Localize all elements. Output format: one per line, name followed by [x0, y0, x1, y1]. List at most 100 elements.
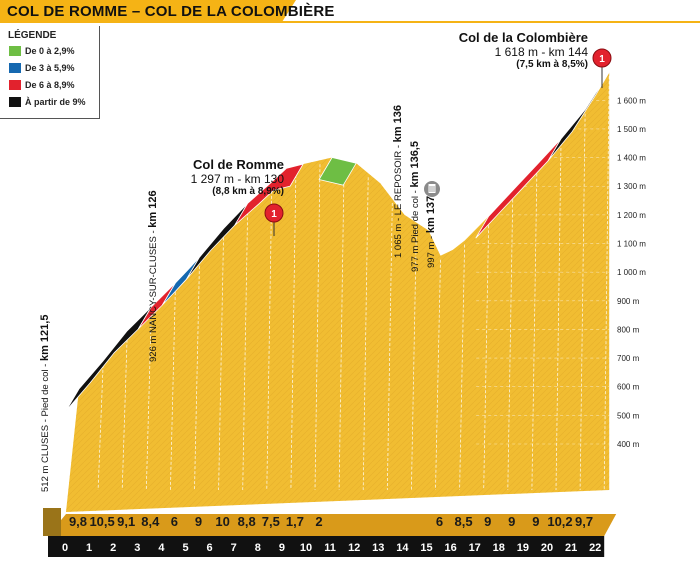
summit-marker-colombiere: 1 [592, 48, 612, 88]
summit-label-colombiere: Col de la Colombière 1 618 m - km 144 (7… [459, 30, 588, 70]
grid-line [170, 286, 176, 491]
x-tick-label: 6 [207, 542, 213, 554]
y-tick-label: 400 m [617, 440, 640, 449]
gradient-value: 1,7 [286, 514, 304, 529]
gradient-segment [318, 157, 357, 186]
y-tick-label: 1 400 m [617, 154, 646, 163]
x-tick-label: 3 [134, 542, 140, 554]
grid-line [266, 185, 273, 491]
grid-line [411, 226, 417, 491]
gradient-value: 6 [171, 514, 178, 529]
gradient-segment [234, 163, 304, 226]
gradient-labels: 9,8 10,5 9,1 8,4 6 9 10 8,8 7,5 1,7 2 6 8,5 9 9 9 10,2 9,… [69, 514, 593, 529]
grid-line [555, 142, 562, 491]
x-tick-label: 11 [324, 542, 336, 554]
summit-altitude: 1 297 m - km 130 [190, 172, 284, 186]
base-front [48, 536, 605, 557]
gradient-value: 9,8 [69, 514, 87, 529]
x-tick-label: 4 [158, 542, 165, 554]
x-tick-label: 18 [493, 542, 505, 554]
x-tick-label: 16 [444, 542, 456, 554]
legend-label: De 0 à 2,9% [25, 46, 75, 56]
gradient-value: 2 [315, 514, 322, 529]
grid-line [290, 169, 297, 491]
x-tick-label: 15 [420, 542, 432, 554]
svg-text:1: 1 [599, 54, 605, 65]
gradient-value: 7,5 [262, 514, 280, 529]
legend-swatch [9, 97, 21, 107]
y-tick-label: 1 100 m [617, 240, 646, 249]
water-point-icon [424, 181, 440, 197]
x-tick-label: 21 [565, 542, 577, 554]
legend-swatch [9, 46, 21, 56]
gradient-value: 10,2 [547, 514, 572, 529]
title-bar [0, 0, 296, 22]
legend-label: De 6 à 8,9% [25, 80, 75, 90]
y-tick-label: 600 m [617, 383, 640, 392]
x-tick-label: 10 [300, 542, 312, 554]
x-tick-label: 12 [348, 542, 360, 554]
svg-text:1: 1 [271, 209, 277, 220]
start-annotation: 512 m CLUSES - Pied de col - km 121,5 [39, 315, 51, 492]
nancy-annotation: 926 m NANCY-SUR-CLUSES - km 126 [147, 190, 159, 362]
altitude-axis: 400 m 500 m 600 m 700 m 800 m 900 m 1 000 m 1 1… [617, 96, 646, 449]
legend-swatch [9, 63, 21, 73]
summit-name: Col de Romme [192, 157, 284, 172]
legend-swatch [9, 80, 21, 90]
grid-line [386, 203, 393, 491]
summit-gradient: (8,8 km à 8,9%) [212, 186, 284, 197]
x-tick-label: 0 [62, 542, 68, 554]
gradient-segment [547, 71, 610, 162]
x-tick-label: 22 [589, 542, 601, 554]
gradient-value: 10,5 [89, 514, 114, 529]
legend-title: LÉGENDE [8, 30, 57, 41]
grid-lines [97, 76, 610, 491]
km-base [43, 508, 617, 557]
gradient-value: 6 [436, 514, 443, 529]
grid-line [97, 364, 104, 491]
gradient-value: 8,8 [238, 514, 256, 529]
y-tick-label: 900 m [617, 297, 640, 306]
page-title: COL DE ROMME – COL DE LA COLOMBIÈRE [7, 3, 335, 20]
grid-line [218, 232, 224, 491]
x-tick-label: 7 [231, 542, 237, 554]
grid-line [579, 113, 586, 491]
x-tick-label: 20 [541, 542, 553, 554]
km-axis: 0 1 2 3 4 5 6 7 8 9 10 11 12 13 14 15 16 17 18 19 20 21 22 [62, 542, 601, 554]
low-annotation: 997 m - km 137 [425, 196, 437, 268]
y-tick-label: 500 m [617, 411, 640, 420]
base-top [48, 514, 617, 536]
header-banner: COL DE ROMME – COL DE LA COLOMBIÈRE [0, 0, 700, 26]
legend: LÉGENDE De 0 à 2,9% De 3 à 5,9% De 6 à 8… [0, 26, 100, 119]
gradient-value: 9 [532, 514, 539, 529]
gradient-value: 10 [215, 514, 229, 529]
grid-line [121, 334, 128, 491]
x-tick-label: 13 [372, 542, 384, 554]
y-tick-label: 1 000 m [617, 268, 646, 277]
y-tick-label: 1 600 m [617, 96, 646, 105]
x-tick-label: 19 [517, 542, 529, 554]
summit-name: Col de la Colombière [458, 30, 588, 45]
gradient-road [65, 71, 610, 412]
summit-gradient: (7,5 km à 8,5%) [516, 59, 588, 70]
grid-line [314, 164, 321, 491]
grid-line [603, 76, 610, 491]
summit-label-romme: Col de Romme 1 297 m - km 130 (8,8 km à … [191, 157, 284, 197]
grid-line [435, 259, 441, 491]
x-tick-label: 5 [182, 542, 188, 554]
pied-annotation: 977 m Pied de col - km 136,5 [409, 141, 421, 272]
grid-line [507, 194, 514, 491]
summit-altitude: 1 618 m - km 144 [494, 45, 588, 59]
x-tick-label: 1 [86, 542, 92, 554]
x-tick-label: 17 [469, 542, 481, 554]
summit-markers: 1 1 [264, 48, 612, 236]
base-side [43, 508, 61, 536]
grid-line [459, 244, 465, 491]
profile-texture [66, 72, 610, 512]
gradient-value: 8,5 [455, 514, 473, 529]
grid-line [531, 168, 538, 491]
profile-area [66, 72, 610, 512]
legend-label: De 3 à 5,9% [25, 63, 75, 73]
grid-line [338, 164, 345, 491]
